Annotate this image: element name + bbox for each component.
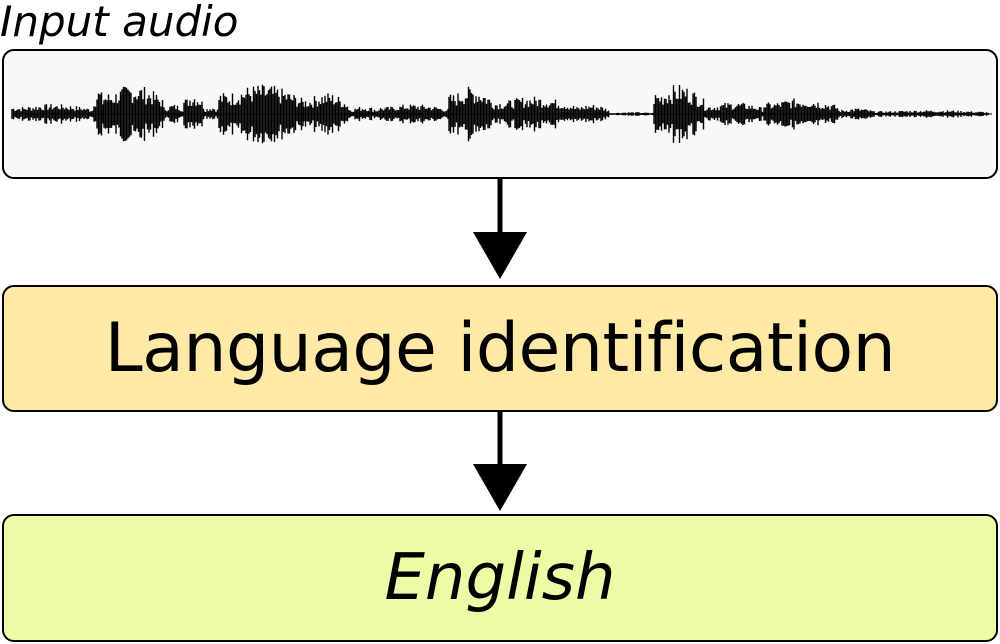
input-audio-label: Input audio xyxy=(0,0,239,46)
output-language-label: English xyxy=(384,541,616,615)
output-language-box: English xyxy=(2,514,998,642)
waveform-icon xyxy=(11,84,992,144)
language-identification-box: Language identification xyxy=(2,285,998,412)
language-identification-label: Language identification xyxy=(104,309,896,388)
input-audio-box xyxy=(2,49,998,179)
